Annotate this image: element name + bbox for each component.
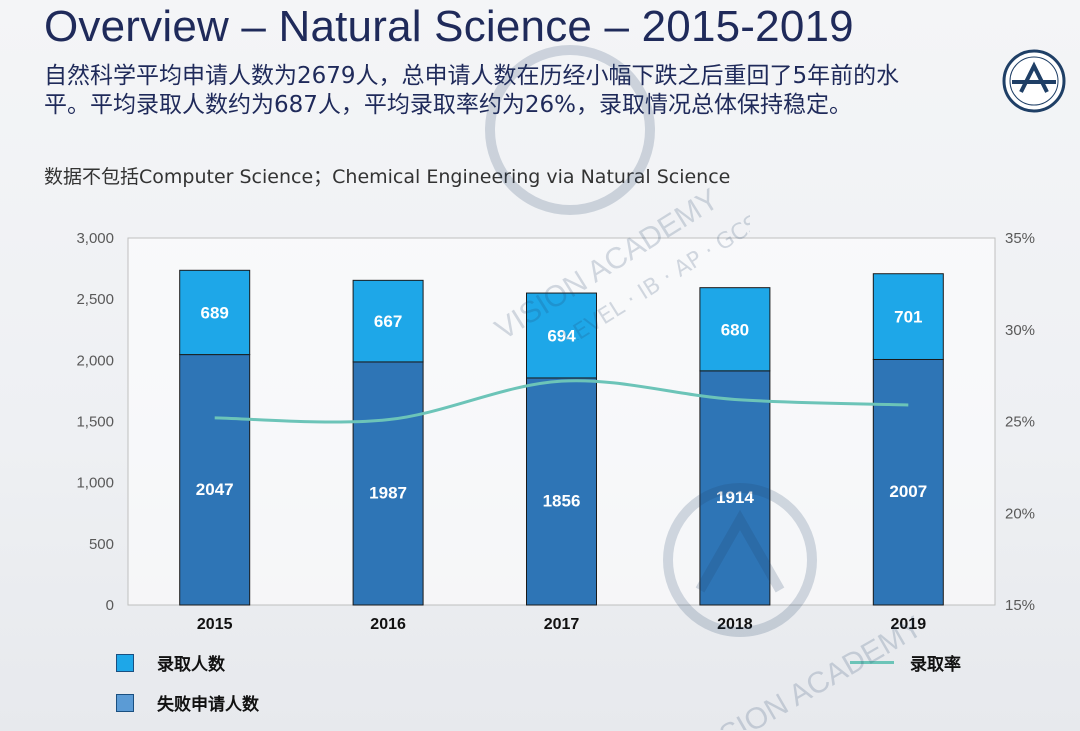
x-tick-label: 2015 [197,616,233,633]
data-label-admitted: 667 [374,312,402,331]
data-label-admitted: 701 [894,308,922,327]
y-right-tick-label: 35% [1005,230,1035,247]
bar-admitted [872,273,944,360]
y-left-tick-label: 2,500 [76,291,114,308]
legend-admitted-label: 录取人数 [157,655,225,675]
data-label-rejected: 1987 [369,483,407,502]
data-label-rejected: 1856 [543,491,581,510]
bar-rejected [179,354,251,606]
data-label-rejected: 1914 [716,488,754,507]
data-label-rejected: 2047 [196,480,234,499]
y-right-tick-label: 25% [1005,414,1035,431]
vision-academy-logo-icon [1002,49,1066,113]
x-tick-label: 2016 [370,616,406,633]
data-note: 数据不包括Computer Science；Chemical Engineeri… [44,166,731,188]
legend-rejected-label: 失败申请人数 [157,695,259,715]
legend-rate: 录取率 [850,650,961,675]
y-right-tick-label: 20% [1005,505,1035,522]
legend-rate-swatch [850,661,894,664]
y-left-tick-label: 1,000 [76,475,114,492]
bar-rejected [526,377,597,606]
y-left-tick-label: 3,000 [76,230,114,247]
bar-admitted [352,279,424,363]
data-label-admitted: 680 [721,320,749,339]
legend-admitted-swatch [116,653,134,672]
bar-admitted [699,287,771,372]
x-tick-label: 2018 [717,616,753,633]
bar-rejected [352,361,424,606]
data-label-rejected: 2007 [889,482,927,501]
legend-admitted: 录取人数 [116,650,225,675]
x-tick-label: 2017 [544,616,580,633]
legend-rejected: 失败申请人数 [116,690,259,715]
data-label-admitted: 694 [547,326,576,345]
bar-rejected [699,370,771,606]
y-left-tick-label: 0 [106,597,114,614]
bar-rejected [872,358,944,606]
page-title: Overview – Natural Science – 2015-2019 [44,2,854,51]
y-left-tick-label: 1,500 [76,414,114,431]
y-left-tick-label: 2,000 [76,352,114,369]
summary-text: 自然科学平均申请人数为2679人，总申请人数在历经小幅下跌之后重回了5年前的水平… [44,63,900,118]
bar-admitted [526,292,597,379]
legend-rate-label: 录取率 [910,655,961,675]
y-left-tick-label: 500 [89,536,114,553]
y-right-tick-label: 30% [1005,322,1035,339]
data-label-admitted: 689 [201,303,229,322]
y-right-tick-label: 15% [1005,597,1035,614]
legend-rejected-swatch [116,693,134,712]
bar-admitted [179,269,251,356]
x-tick-label: 2019 [891,616,927,633]
